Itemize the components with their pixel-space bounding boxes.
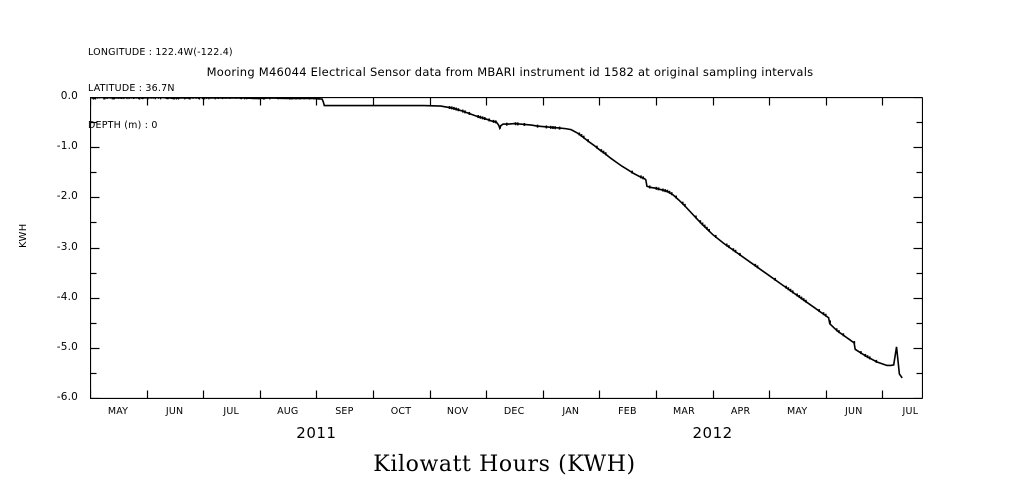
depth-line: DEPTH (m) : 0 [88, 120, 158, 132]
year-label: 2012 [692, 424, 733, 442]
x-tick-label: JUN [165, 406, 184, 417]
y-tick-label: -6.0 [56, 391, 78, 403]
x-tick-label: MAY [107, 406, 129, 417]
y-tick-label: -3.0 [56, 240, 78, 253]
x-tick-label: JAN [562, 406, 580, 417]
latitude-line: LATITUDE : 36.7N [88, 83, 175, 95]
y-tick-label: -1.0 [56, 140, 78, 153]
x-tick-label: JUN [845, 406, 863, 417]
x-tick-label: AUG [277, 406, 299, 417]
x-tick-label: NOV [446, 406, 469, 417]
chart-svg [90, 97, 923, 399]
x-tick-label: SEP [335, 406, 354, 417]
x-tick-label: JUL [902, 406, 919, 417]
x-tick-label: FEB [618, 406, 637, 417]
series-noise-band [91, 97, 878, 363]
data-series-kwh [90, 97, 903, 379]
plot-area [90, 97, 923, 399]
longitude-line: LONGITUDE : 122.4W(-122.4) [88, 46, 233, 58]
x-axis-label: Kilowatt Hours (KWH) [373, 452, 636, 477]
x-tick-label: DEC [503, 406, 525, 417]
year-label: 2011 [296, 424, 337, 442]
y-tick-label: 0.0 [60, 90, 78, 102]
x-tick-label: JUL [223, 406, 240, 417]
x-tick-label: MAR [673, 406, 695, 417]
chart-title: Mooring M46044 Electrical Sensor data fr… [206, 65, 814, 79]
station-metadata: LONGITUDE : 122.4W(-122.4) LATITUDE : 36… [88, 22, 233, 145]
x-tick-label: APR [730, 406, 751, 417]
x-tick-label: MAY [786, 406, 808, 417]
x-tick-label: OCT [390, 406, 412, 417]
y-tick-label: -2.0 [56, 190, 78, 203]
y-tick-label: -5.0 [56, 340, 78, 353]
y-tick-label: -4.0 [56, 290, 78, 303]
